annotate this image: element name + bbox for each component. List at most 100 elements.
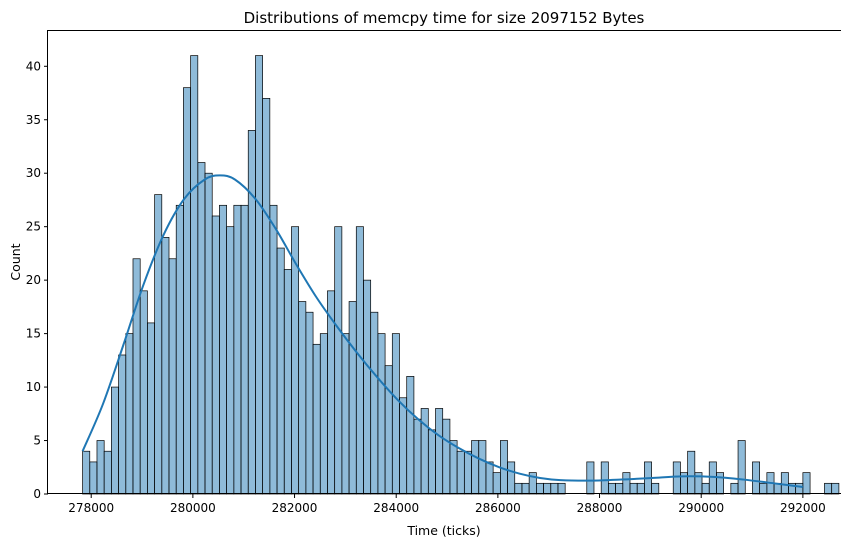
histogram-bar — [371, 312, 378, 494]
histogram-bar — [450, 441, 457, 494]
histogram-bar — [630, 483, 637, 494]
histogram-bar — [536, 483, 543, 494]
histogram-bar — [760, 483, 767, 494]
y-tick-label: 10 — [26, 380, 41, 394]
histogram-bar — [205, 173, 212, 494]
histogram-bar — [558, 483, 565, 494]
y-tick-label: 35 — [26, 113, 41, 127]
histogram-bar — [414, 419, 421, 494]
histogram-bar — [191, 56, 198, 494]
x-tick-label: 288000 — [577, 501, 623, 515]
histogram-bar — [781, 473, 788, 494]
histogram-bar — [436, 408, 443, 494]
histogram-bar — [616, 483, 623, 494]
y-tick-label: 30 — [26, 166, 41, 180]
histogram-bar — [263, 98, 270, 494]
histogram-bar — [313, 344, 320, 494]
histogram-bar — [169, 259, 176, 494]
x-tick-label: 290000 — [678, 501, 724, 515]
histogram-bar — [623, 473, 630, 494]
histogram-bar — [227, 227, 234, 494]
histogram-bar — [320, 334, 327, 494]
histogram-bar — [83, 451, 90, 494]
histogram-bar — [472, 441, 479, 494]
y-tick-label: 5 — [33, 434, 41, 448]
histogram-bar — [796, 483, 803, 494]
y-tick-label: 25 — [26, 220, 41, 234]
histogram-bar — [515, 483, 522, 494]
histogram-bar — [464, 451, 471, 494]
histogram-bar — [198, 163, 205, 494]
histogram-bar — [392, 334, 399, 494]
histogram-bar — [335, 227, 342, 494]
histogram-bar — [241, 205, 248, 494]
histogram-bar — [486, 462, 493, 494]
histogram-bar — [688, 451, 695, 494]
histogram-bar — [176, 205, 183, 494]
histogram-bar — [551, 483, 558, 494]
y-tick-label: 0 — [33, 487, 41, 501]
histogram-bar — [284, 269, 291, 494]
histogram-bar — [349, 302, 356, 494]
histogram-bar — [652, 483, 659, 494]
histogram-bar — [457, 451, 464, 494]
histogram-bar — [702, 483, 709, 494]
histogram-bar — [270, 205, 277, 494]
histogram-bar — [608, 483, 615, 494]
histogram-bar — [111, 387, 118, 494]
histogram-bar — [522, 483, 529, 494]
histogram-bar — [508, 462, 515, 494]
histogram-bar — [306, 312, 313, 494]
histogram-bar — [90, 462, 97, 494]
histogram-bar — [234, 205, 241, 494]
x-tick-label: 278000 — [68, 501, 114, 515]
x-tick-label: 286000 — [475, 501, 521, 515]
histogram-bar — [248, 130, 255, 494]
histogram-bar — [407, 376, 414, 494]
histogram-bar — [731, 483, 738, 494]
histogram-bar — [133, 259, 140, 494]
bars-layer — [83, 56, 839, 494]
histogram-bar — [601, 462, 608, 494]
histogram-bar — [219, 205, 226, 494]
histogram-bar — [277, 248, 284, 494]
histogram-bar — [428, 430, 435, 494]
y-axis-label: Count — [8, 243, 23, 280]
histogram-bar — [544, 483, 551, 494]
histogram-bar — [421, 408, 428, 494]
histogram-bar — [479, 441, 486, 494]
x-tick-label: 280000 — [170, 501, 216, 515]
histogram-bar — [162, 237, 169, 494]
histogram-bar — [637, 483, 644, 494]
x-axis-label: Time (ticks) — [406, 523, 480, 538]
x-tick-label: 282000 — [272, 501, 318, 515]
y-tick-label: 15 — [26, 327, 41, 341]
histogram-bar — [119, 355, 126, 494]
histogram-bar — [493, 473, 500, 494]
y-axis-ticks: 0 5 10 15 20 25 30 35 40 — [26, 59, 48, 501]
histogram-bar — [824, 483, 831, 494]
histogram-bar — [587, 462, 594, 494]
histogram-bar — [716, 473, 723, 494]
chart-title: Distributions of memcpy time for size 20… — [244, 9, 645, 27]
histogram-bar — [738, 441, 745, 494]
histogram-bar — [212, 216, 219, 494]
histogram-bar — [147, 323, 154, 494]
y-tick-label: 40 — [26, 59, 41, 73]
histogram-bar — [803, 473, 810, 494]
histogram-bar — [183, 88, 190, 494]
histogram-bar — [255, 56, 262, 494]
x-tick-label: 292000 — [780, 501, 826, 515]
histogram-bar — [832, 483, 839, 494]
histogram-bar — [299, 302, 306, 494]
y-tick-label: 20 — [26, 273, 41, 287]
histogram-bar — [400, 398, 407, 494]
histogram-bar — [752, 462, 759, 494]
histogram-bar — [140, 291, 147, 494]
histogram-bar — [385, 366, 392, 494]
histogram-bar — [378, 334, 385, 494]
histogram-bar — [97, 441, 104, 494]
